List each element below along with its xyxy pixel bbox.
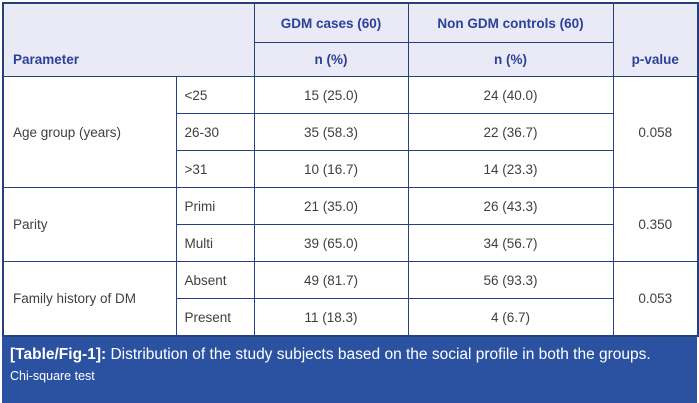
subgroup-label: Absent — [175, 261, 255, 299]
figure-caption: [Table/Fig-1]: Distribution of the study… — [10, 345, 687, 366]
table-row: 26-30 35 (58.3) 22 (36.7) — [3, 113, 698, 151]
table-row: >31 10 (16.7) 14 (23.3) — [3, 150, 698, 188]
subgroup-label: 26-30 — [175, 113, 255, 151]
gdm-value-cell: 10 (16.7) — [253, 150, 409, 188]
p-value-cell-parity: 0.350 — [612, 187, 699, 262]
column-header-non-gdm-controls: Non GDM controls (60) — [407, 2, 614, 43]
gdm-value-cell: 49 (81.7) — [253, 261, 409, 299]
subheader-non-gdm-npct: n (%) — [407, 42, 614, 77]
figure-caption-text: Distribution of the study subjects based… — [106, 346, 651, 363]
column-header-p-value: p-value — [612, 2, 699, 77]
gdm-value-cell: 39 (65.0) — [253, 224, 409, 262]
table-row: Family history of DM Absent 49 (81.7) 56… — [2, 261, 699, 337]
gdm-value-cell: 15 (25.0) — [253, 76, 409, 114]
gdm-value-cell: 21 (35.0) — [253, 187, 409, 225]
parameter-cell-age-group: Age group (years) — [2, 76, 177, 188]
p-value-cell-age-group: 0.058 — [612, 76, 699, 188]
non-gdm-value-cell: 56 (93.3) — [407, 261, 614, 299]
column-header-parameter: Parameter — [2, 2, 255, 77]
column-header-gdm-cases: GDM cases (60) — [253, 2, 409, 43]
statistical-test-note: Chi-square test — [10, 368, 95, 383]
subgroup-label: >31 — [175, 150, 255, 188]
parameter-cell-parity: Parity — [2, 187, 177, 262]
subgroup-label: Present — [175, 298, 255, 337]
subgroup-label: Primi — [175, 187, 255, 225]
gdm-value-cell: 11 (18.3) — [253, 298, 409, 337]
non-gdm-value-cell: 34 (56.7) — [407, 224, 614, 262]
parameter-cell-family-history: Family history of DM — [2, 261, 177, 337]
non-gdm-value-cell: 4 (6.7) — [407, 298, 614, 337]
non-gdm-value-cell: 22 (36.7) — [407, 113, 614, 151]
figure-caption-tag: [Table/Fig-1]: — [10, 346, 107, 363]
study-profile-table: Parameter GDM cases (60) Non GDM control… — [2, 2, 699, 337]
table-row: Multi 39 (65.0) 34 (56.7) — [3, 224, 698, 262]
subgroup-label: <25 — [175, 76, 255, 114]
figure-caption-band: [Table/Fig-1]: Distribution of the study… — [2, 337, 697, 403]
non-gdm-value-cell: 26 (43.3) — [407, 187, 614, 225]
table-row: Present 11 (18.3) 4 (6.7) — [3, 298, 698, 337]
table-row: Parity Primi 21 (35.0) 26 (43.3) 0.350 — [2, 187, 699, 262]
table-container: Parameter GDM cases (60) Non GDM control… — [2, 2, 699, 337]
subgroup-label: Multi — [175, 224, 255, 262]
header-row-npct: n (%) n (%) — [3, 42, 698, 77]
header-row-groups: Parameter GDM cases (60) Non GDM control… — [2, 2, 699, 77]
subheader-gdm-npct: n (%) — [253, 42, 409, 77]
gdm-value-cell: 35 (58.3) — [253, 113, 409, 151]
non-gdm-value-cell: 24 (40.0) — [407, 76, 614, 114]
p-value-cell-family-history: 0.053 — [612, 261, 699, 337]
non-gdm-value-cell: 14 (23.3) — [407, 150, 614, 188]
table-row: Age group (years) <25 15 (25.0) 24 (40.0… — [2, 76, 699, 188]
